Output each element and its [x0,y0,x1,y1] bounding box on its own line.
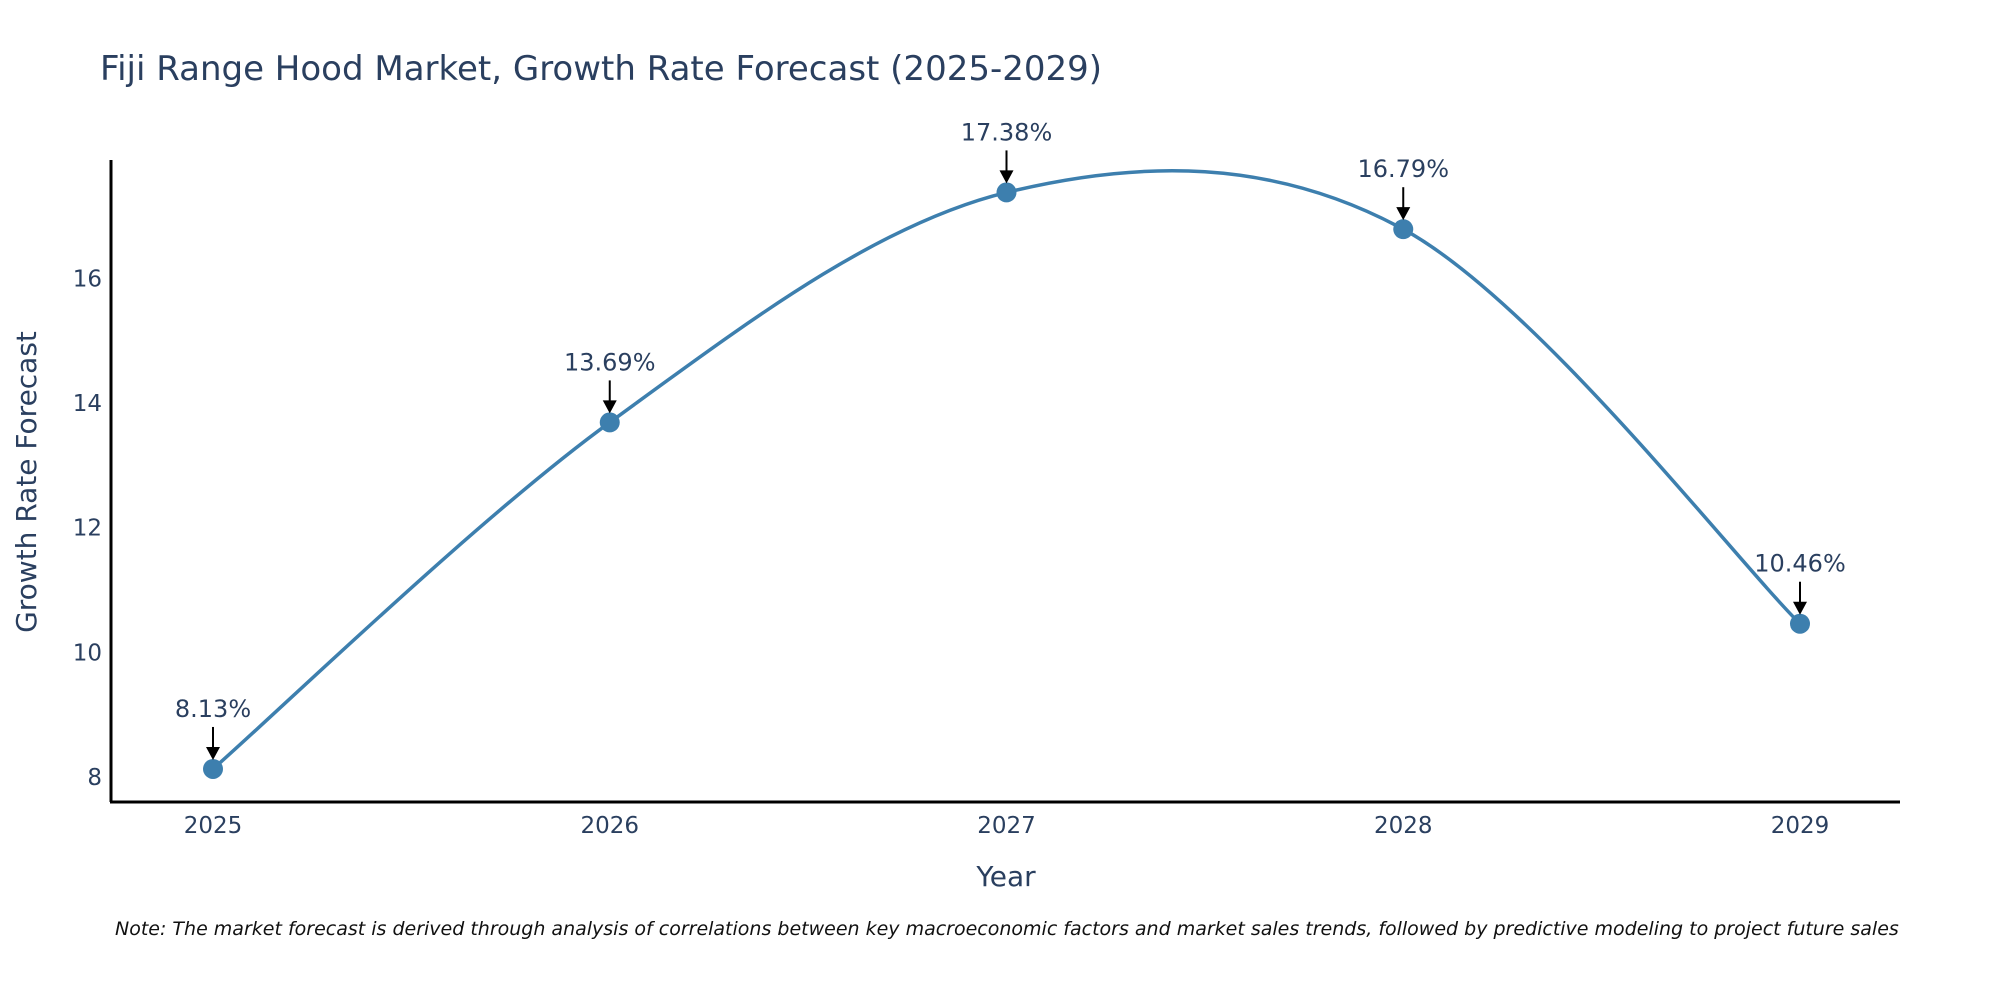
axes [109,160,1900,804]
data-point-marker [1393,219,1414,240]
y-tick-label: 14 [73,391,102,417]
series-line [211,168,1802,771]
x-tick-label: 2026 [580,813,639,839]
x-axis-title: Year [975,860,1036,893]
data-point-marker [203,758,223,779]
y-tick-label: 16 [73,266,102,292]
data-point-marker [1790,613,1810,634]
annotation-arrow-head [1793,601,1807,615]
data-point-marker [996,182,1017,203]
annotation-arrow-head [206,746,220,760]
data-label: 10.46% [1754,550,1846,578]
y-axis-title: Growth Rate Forecast [10,331,43,633]
y-tick-label: 8 [87,765,102,791]
x-tick-label: 2025 [184,813,243,839]
data-label: 16.79% [1357,155,1449,183]
data-label: 8.13% [175,695,251,723]
x-tick-label: 2029 [1771,813,1830,839]
data-label: 13.69% [564,348,656,376]
y-ticks: 8 10 12 14 16 [73,266,102,791]
series-markers [203,182,1810,779]
data-label: 17.38% [961,118,1053,146]
annotation-arrow-head [602,400,617,414]
annotations: 8.13% 13.69% 17.38% 16.79% 10.46% [175,118,1846,760]
x-ticks: 2025 2026 2027 2028 2029 [184,813,1830,839]
data-point-marker [599,412,620,433]
annotation-arrow-head [999,170,1014,184]
annotation-arrow-head [1396,207,1411,221]
footnote: Note: The market forecast is derived thr… [115,918,1899,940]
y-tick-label: 12 [73,516,102,542]
chart-title: Fiji Range Hood Market, Growth Rate Fore… [100,49,1102,89]
x-tick-label: 2027 [977,813,1036,839]
x-tick-label: 2028 [1374,813,1433,839]
y-tick-label: 10 [73,640,102,666]
